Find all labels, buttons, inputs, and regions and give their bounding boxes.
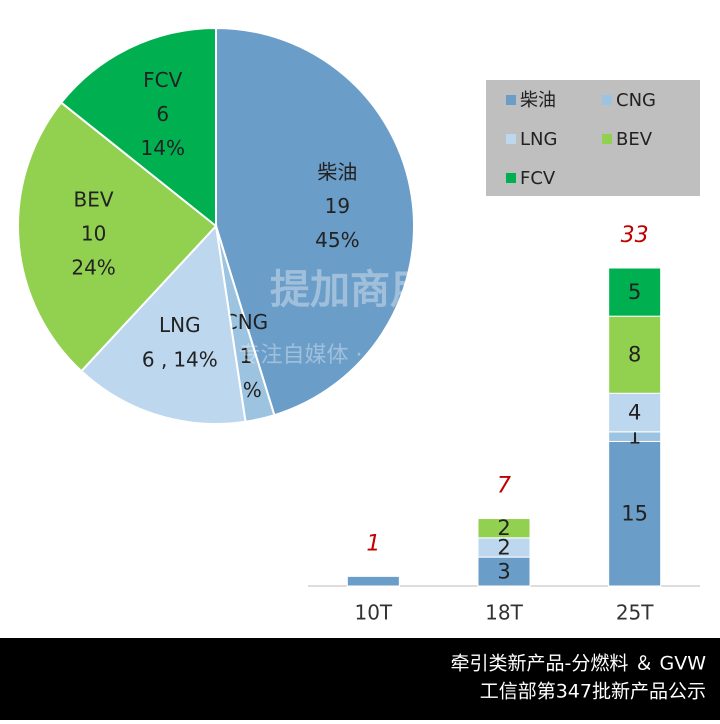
slice-name: 柴油 xyxy=(317,160,357,184)
bar-segment xyxy=(346,575,400,587)
slice-percent: 24% xyxy=(71,256,115,280)
slice-value: 19 xyxy=(325,194,350,218)
slice-value: 6 xyxy=(156,102,169,126)
legend-label: 柴油 xyxy=(520,90,556,111)
bar-segment xyxy=(608,267,662,317)
legend-label: BEV xyxy=(616,129,653,150)
segment-label: 8 xyxy=(628,343,641,367)
pie-slice xyxy=(79,223,247,425)
legend-swatch xyxy=(506,134,516,144)
legend-box xyxy=(486,80,700,196)
slice-name: BEV xyxy=(74,188,114,212)
x-tick-label: 25T xyxy=(616,601,654,625)
legend-swatch xyxy=(602,134,612,144)
total-label: 33 xyxy=(621,223,649,248)
slice-value: 6 , xyxy=(142,347,167,371)
bar-segment xyxy=(608,392,662,433)
legend-swatch xyxy=(506,173,516,183)
legend-swatch xyxy=(506,95,516,105)
bar-segment xyxy=(477,556,531,587)
slice-label: 6 , 14% xyxy=(142,347,218,371)
slice-value: 1 xyxy=(240,344,253,368)
pie-slice xyxy=(215,26,415,417)
bar-segment xyxy=(608,315,662,394)
bar-segment xyxy=(477,518,531,539)
segment-label: 5 xyxy=(628,280,641,304)
legend-swatch xyxy=(602,95,612,105)
legend-label: CNG xyxy=(616,90,656,111)
footer-band xyxy=(0,638,720,720)
legend-label: LNG xyxy=(520,129,557,150)
footer-line: 工信部第347批新产品公示 xyxy=(480,681,706,703)
slice-percent: 14% xyxy=(173,347,217,371)
watermark: 提加商用车 xyxy=(270,267,470,313)
segment-label: 2 xyxy=(497,516,510,540)
total-label: 7 xyxy=(497,474,511,499)
footer-line: 牵引类新产品-分燃料 ＆ GVW xyxy=(451,653,707,675)
segment-label: 4 xyxy=(628,401,641,425)
slice-percent: 45% xyxy=(315,228,359,252)
x-tick-label: 10T xyxy=(354,601,392,625)
slice-percent: 14% xyxy=(141,136,185,160)
slice-value: 10 xyxy=(81,222,106,246)
segment-label: 3 xyxy=(497,560,510,584)
watermark: 专注自媒体 · 专注内容传播 xyxy=(239,343,502,368)
segment-label: 15 xyxy=(621,502,648,526)
x-tick-label: 18T xyxy=(485,601,523,625)
slice-name: LNG xyxy=(159,313,201,337)
legend-label: FCV xyxy=(520,168,556,189)
slice-name: FCV xyxy=(143,68,182,92)
total-label: 1 xyxy=(366,531,380,556)
pie-slice xyxy=(59,26,217,229)
segment-label: 2 xyxy=(497,535,510,559)
pie-slice xyxy=(17,101,218,373)
